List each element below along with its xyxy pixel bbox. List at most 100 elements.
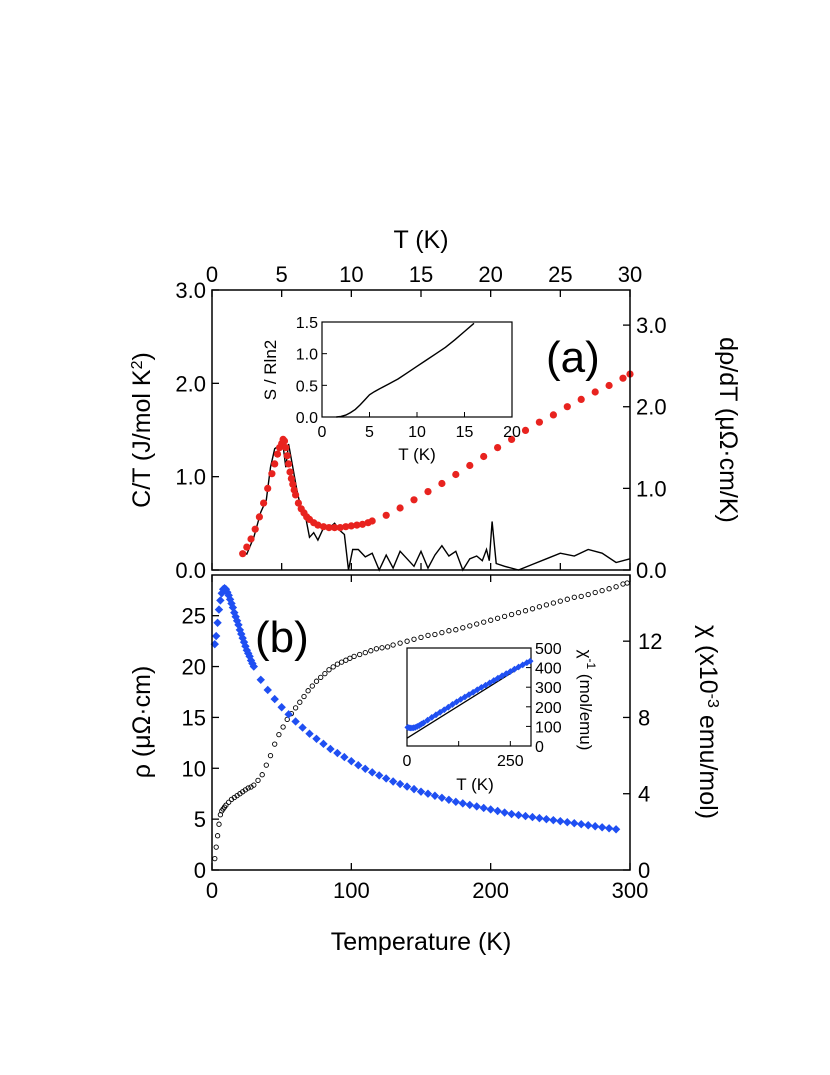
resistivity-point [584, 821, 593, 830]
susceptibility-point [313, 678, 320, 684]
drho-dT-point [438, 479, 446, 488]
resistivity-point [458, 799, 467, 808]
resistivity-point [549, 815, 558, 825]
drho-dT-point [410, 496, 418, 504]
panel-a-top-tick-label: 15 [409, 262, 433, 287]
resistivity-point [556, 816, 565, 826]
susceptibility-point [226, 799, 232, 805]
resistivity-point [451, 797, 461, 807]
resistivity-point [381, 774, 391, 783]
susceptibility-point [536, 604, 543, 610]
susceptibility-point [522, 608, 529, 614]
susceptibility-point [326, 667, 332, 673]
resistivity-point [211, 631, 221, 641]
susceptibility-point [305, 688, 311, 694]
susceptibility-point [301, 693, 307, 700]
resistivity-point [395, 779, 405, 789]
panel-b-inset-ylabel: χ-1 (mol/emu) [576, 650, 598, 751]
susceptibility-point [488, 617, 494, 623]
resistivity-point [361, 764, 370, 773]
drho-dT-point [382, 511, 390, 519]
drho-dT-point [319, 523, 328, 531]
susceptibility-point [543, 602, 550, 608]
panel-b-bottom-tick-label: 100 [333, 878, 370, 903]
drho-dT-point [591, 388, 599, 396]
resistivity-point [528, 812, 537, 822]
panel-b-left-tick-label: 15 [182, 705, 206, 730]
susceptibility-point [418, 634, 424, 641]
susceptibility-point [578, 593, 584, 600]
resistivity-point [347, 756, 356, 766]
resistivity-point [570, 819, 579, 828]
susceptibility-point [494, 615, 501, 621]
panel-a-inset-ytick-label: 0.0 [296, 410, 318, 427]
resistivity-point [246, 656, 256, 665]
susceptibility-point [322, 670, 328, 677]
susceptibility-point [624, 580, 630, 586]
susceptibility-point [318, 674, 324, 681]
resistivity-point [514, 810, 523, 820]
panel-b-frame [211, 574, 631, 871]
drho-dT-point [255, 513, 263, 521]
susceptibility-point [357, 651, 363, 658]
panel-a-inset: 0 5 10 15 20 0.0 0.5 1.0 1.5 T (K) S / Rln2 [261, 315, 521, 464]
susceptibility-point [460, 625, 466, 631]
drho-dT-point [287, 475, 295, 483]
susceptibility-point [292, 705, 299, 711]
panel-a-inset-ytick-label: 1.5 [296, 315, 318, 332]
resistivity-point [277, 703, 286, 712]
susceptibility-point [263, 762, 269, 768]
resistivity-point [298, 723, 307, 732]
panel-a-top-tick-label: 30 [618, 262, 642, 287]
panel-a-label: (a) [546, 333, 600, 382]
drho-dT-point [314, 521, 322, 529]
susceptibility-point [272, 741, 278, 747]
resistivity-point [604, 824, 614, 833]
drho-dT-point [331, 524, 339, 532]
susceptibility-point [223, 802, 229, 808]
susceptibility-point [212, 855, 218, 862]
susceptibility-point [508, 611, 515, 618]
resistivity-point [577, 820, 586, 829]
susceptibility-point [384, 644, 391, 650]
drho-dT-point [336, 524, 344, 532]
panel-b-inset-data [404, 657, 534, 739]
susceptibility-point [297, 699, 303, 705]
resistivity-point [217, 589, 226, 598]
panel-a-left-tick-label: 2.0 [175, 371, 206, 396]
susceptibility-point [284, 716, 290, 723]
resistivity-point [333, 748, 342, 758]
susceptibility-point [557, 598, 563, 604]
panel-a-left-tick-label: 1.0 [175, 465, 206, 490]
drho-dT-point [605, 381, 613, 390]
entropy-line [336, 322, 475, 418]
resistivity-point [249, 662, 258, 671]
drho-dT-point [273, 450, 282, 458]
panel-b-xlabel: Temperature (K) [331, 928, 512, 956]
susceptibility-point [550, 600, 557, 606]
drho-dT-point [251, 525, 259, 533]
drho-dT-point [466, 461, 474, 470]
susceptibility-point [585, 591, 591, 598]
susceptibility-point [276, 731, 282, 738]
susceptibility-point [432, 631, 438, 638]
drho-dT-point [289, 480, 297, 488]
panel-a-inset-data [336, 322, 475, 418]
resistivity-point [563, 817, 572, 827]
susceptibility-point [397, 640, 403, 646]
drho-dT-point [347, 522, 355, 530]
drho-dT-point [294, 499, 302, 507]
susceptibility-point [214, 833, 221, 839]
resistivity-point [402, 782, 412, 791]
drho-dT-point [396, 504, 404, 512]
resistivity-point [430, 791, 440, 800]
resistivity-point [465, 800, 474, 810]
resistivity-point [244, 649, 253, 658]
panel-a-top-xlabel: T (K) [393, 226, 448, 254]
susceptibility-point [245, 785, 251, 791]
panel-a-inset-frame [321, 321, 513, 418]
drho-dT-point [282, 444, 290, 452]
panel-b-inset-ytick-label: 500 [535, 641, 562, 658]
resistivity-point [354, 761, 363, 770]
